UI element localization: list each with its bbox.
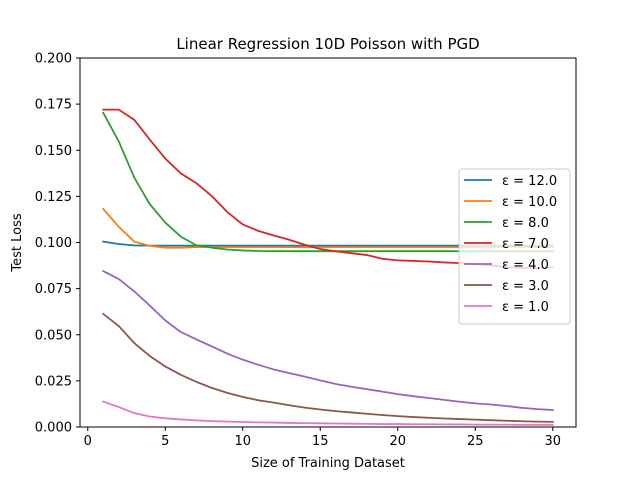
y-axis-title: Test Loss [10, 213, 25, 272]
legend: ε = 12.0 ε = 10.0 ε = 8.0 ε = 7.0 ε = 4.0 ε =… [458, 168, 571, 325]
series-line-7 [102, 400, 554, 426]
x-tick-label: 25 [467, 434, 484, 449]
x-tick-label: 5 [161, 434, 169, 449]
y-tick-label: 0.150 [35, 144, 72, 159]
legend-label-2: ε = 10.0 [502, 195, 557, 210]
y-tick-label: 0.125 [35, 190, 72, 205]
legend-label-6: ε = 3.0 [502, 279, 549, 294]
chart-title: Linear Regression 10D Poisson with PGD [176, 35, 479, 53]
y-tick-label: 0.100 [35, 236, 72, 251]
x-tick-label: 20 [389, 434, 406, 449]
x-tick-label: 15 [312, 434, 329, 449]
legend-label-4: ε = 7.0 [502, 237, 549, 252]
y-tick-label: 0.200 [35, 52, 72, 67]
x-tick-label: 30 [544, 434, 561, 449]
y-axis: 0.000 0.025 0.050 0.075 0.100 0.125 0.150 0.175… [35, 52, 80, 436]
series-lines [101, 108, 554, 426]
legend-label-5: ε = 4.0 [502, 258, 549, 273]
legend-label-7: ε = 1.0 [502, 300, 549, 315]
x-tick-label: 0 [84, 434, 92, 449]
y-tick-label: 0.050 [35, 328, 72, 343]
series-line-6 [101, 312, 554, 423]
x-axis-title: Size of Training Dataset [251, 456, 405, 471]
y-tick-label: 0.000 [35, 421, 72, 436]
series-line-5 [102, 269, 554, 411]
x-tick-label: 10 [234, 434, 251, 449]
legend-label-3: ε = 8.0 [502, 216, 549, 231]
y-tick-label: 0.175 [35, 98, 72, 113]
y-tick-label: 0.025 [35, 374, 72, 389]
x-axis: 0 5 10 15 20 25 30 [84, 427, 561, 449]
y-tick-label: 0.075 [35, 282, 72, 297]
legend-label-1: ε = 12.0 [502, 174, 557, 189]
